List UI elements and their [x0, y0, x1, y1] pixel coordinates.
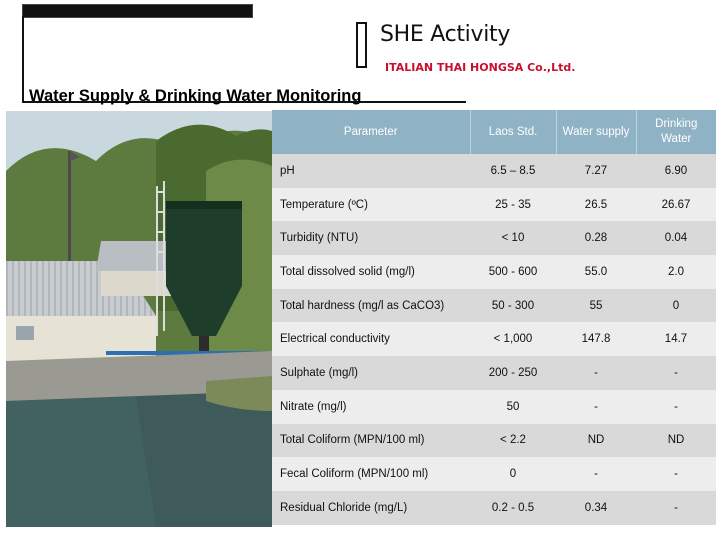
cell-water-supply: 0.34: [556, 490, 636, 525]
cell-parameter: Sulphate (mg/l): [272, 356, 470, 390]
frame-line-vertical: [22, 16, 24, 102]
table-row: Electrical conductivity < 1,000 147.8 14…: [272, 322, 716, 357]
header-parameter: Parameter: [272, 110, 471, 154]
header-decoration-box: [356, 22, 367, 68]
cell-drinking-water: -: [636, 490, 716, 525]
cell-parameter: Electrical conductivity: [272, 322, 470, 357]
cell-laos-std: 500 - 600: [470, 255, 556, 289]
cell-laos-std: < 2.2: [470, 423, 556, 458]
cell-water-supply: -: [556, 457, 636, 491]
cell-water-supply: ND: [556, 423, 636, 458]
cell-water-supply: 55: [556, 288, 636, 323]
cell-laos-std: 50 - 300: [470, 288, 556, 323]
top-black-bar: [22, 4, 253, 18]
cell-laos-std: 0.2 - 0.5: [470, 490, 556, 525]
table-row: Sulphate (mg/l) 200 - 250 - -: [272, 356, 716, 390]
cell-parameter: Nitrate (mg/l): [272, 389, 470, 424]
cell-parameter: Temperature (ºC): [272, 187, 470, 222]
cell-water-supply: -: [556, 356, 636, 390]
cell-parameter: Fecal Coliform (MPN/100 ml): [272, 457, 470, 491]
frame-line-horizontal: [22, 101, 466, 103]
table-row: Turbidity (NTU) < 10 0.28 0.04: [272, 221, 716, 256]
cell-water-supply: 0.28: [556, 221, 636, 256]
company-name: ITALIAN THAI HONGSA Co.,Ltd.: [385, 61, 576, 74]
table-row: Total hardness (mg/l as CaCO3) 50 - 300 …: [272, 288, 716, 323]
table-row: Fecal Coliform (MPN/100 ml) 0 - -: [272, 457, 716, 491]
cell-parameter: pH: [272, 154, 470, 188]
header-laos-std: Laos Std.: [470, 110, 557, 154]
cell-laos-std: 6.5 – 8.5: [470, 154, 556, 188]
cell-drinking-water: 0.04: [636, 221, 716, 256]
table-row: Total Coliform (MPN/100 ml) < 2.2 ND ND: [272, 423, 716, 458]
page-title: Water Supply & Drinking Water Monitoring: [29, 87, 362, 105]
cell-water-supply: 26.5: [556, 187, 636, 222]
header-drinking-water: Drinking Water: [636, 110, 716, 154]
cell-parameter: Turbidity (NTU): [272, 221, 470, 256]
cell-laos-std: < 10: [470, 221, 556, 256]
table-row: Residual Chloride (mg/L) 0.2 - 0.5 0.34 …: [272, 490, 716, 525]
cell-drinking-water: -: [636, 457, 716, 491]
cell-parameter: Residual Chloride (mg/L): [272, 490, 470, 525]
cell-water-supply: 7.27: [556, 154, 636, 188]
table-row: pH 6.5 – 8.5 7.27 6.90: [272, 154, 716, 188]
cell-drinking-water: -: [636, 356, 716, 390]
cell-laos-std: 200 - 250: [470, 356, 556, 390]
cell-drinking-water: 26.67: [636, 187, 716, 222]
cell-drinking-water: 14.7: [636, 322, 716, 357]
cell-parameter: Total dissolved solid (mg/l): [272, 255, 470, 289]
cell-drinking-water: 6.90: [636, 154, 716, 188]
cell-water-supply: 147.8: [556, 322, 636, 357]
cell-parameter: Total Coliform (MPN/100 ml): [272, 423, 470, 458]
water-treatment-photo: [6, 111, 272, 527]
table-header-row: Parameter Laos Std. Water supply Drinkin…: [272, 110, 716, 154]
cell-drinking-water: 0: [636, 288, 716, 323]
cell-laos-std: 0: [470, 457, 556, 491]
cell-drinking-water: 2.0: [636, 255, 716, 289]
cell-drinking-water: ND: [636, 423, 716, 458]
table-row: Nitrate (mg/l) 50 - -: [272, 389, 716, 424]
cell-water-supply: 55.0: [556, 255, 636, 289]
cell-water-supply: -: [556, 389, 636, 424]
cell-parameter: Total hardness (mg/l as CaCO3): [272, 288, 470, 323]
table-row: Temperature (ºC) 25 - 35 26.5 26.67: [272, 187, 716, 222]
cell-laos-std: 50: [470, 389, 556, 424]
cell-drinking-water: -: [636, 389, 716, 424]
cell-laos-std: 25 - 35: [470, 187, 556, 222]
table-row: Total dissolved solid (mg/l) 500 - 600 5…: [272, 255, 716, 289]
cell-laos-std: < 1,000: [470, 322, 556, 357]
water-quality-table: Parameter Laos Std. Water supply Drinkin…: [272, 110, 716, 525]
header-water-supply: Water supply: [556, 110, 637, 154]
slide-header-title: SHE Activity: [380, 22, 511, 47]
